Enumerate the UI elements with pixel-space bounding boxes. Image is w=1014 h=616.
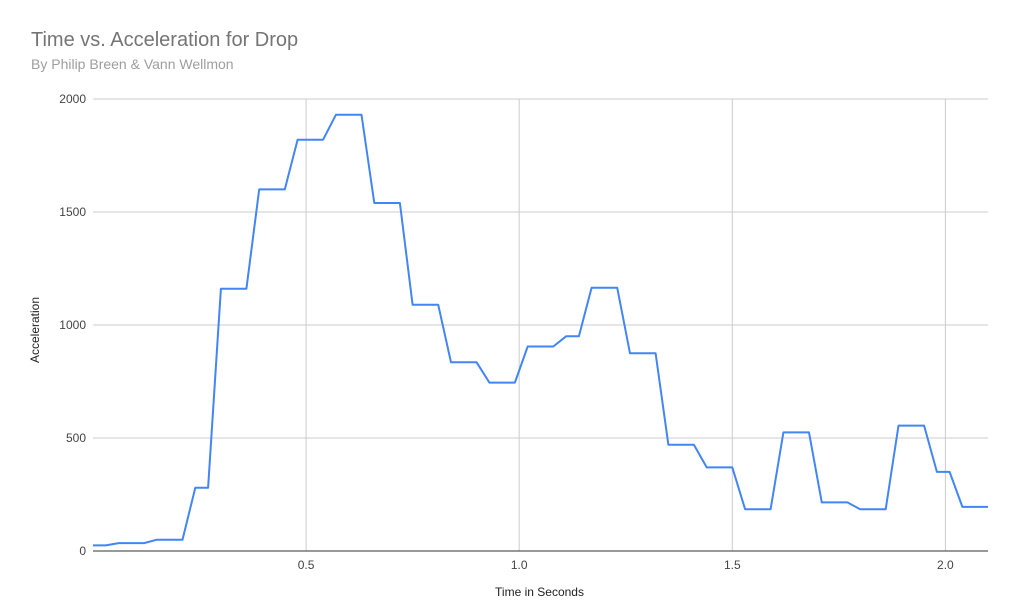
y-tick-label: 1000 [59, 318, 86, 332]
x-tick-label: 2.0 [937, 558, 954, 572]
chart-subtitle: By Philip Breen & Vann Wellmon [31, 56, 234, 72]
y-tick-label: 1500 [59, 205, 86, 219]
x-tick-label: 0.5 [298, 558, 315, 572]
y-axis-title: Acceleration [28, 297, 42, 363]
x-tick-label: 1.0 [511, 558, 528, 572]
y-tick-label: 0 [79, 544, 86, 558]
chart-title: Time vs. Acceleration for Drop [31, 29, 299, 51]
x-tick-label: 1.5 [724, 558, 741, 572]
y-tick-label: 2000 [59, 92, 86, 106]
y-tick-label: 500 [66, 431, 86, 445]
series-line [93, 113, 988, 547]
x-axis-title: Time in Seconds [495, 585, 584, 599]
